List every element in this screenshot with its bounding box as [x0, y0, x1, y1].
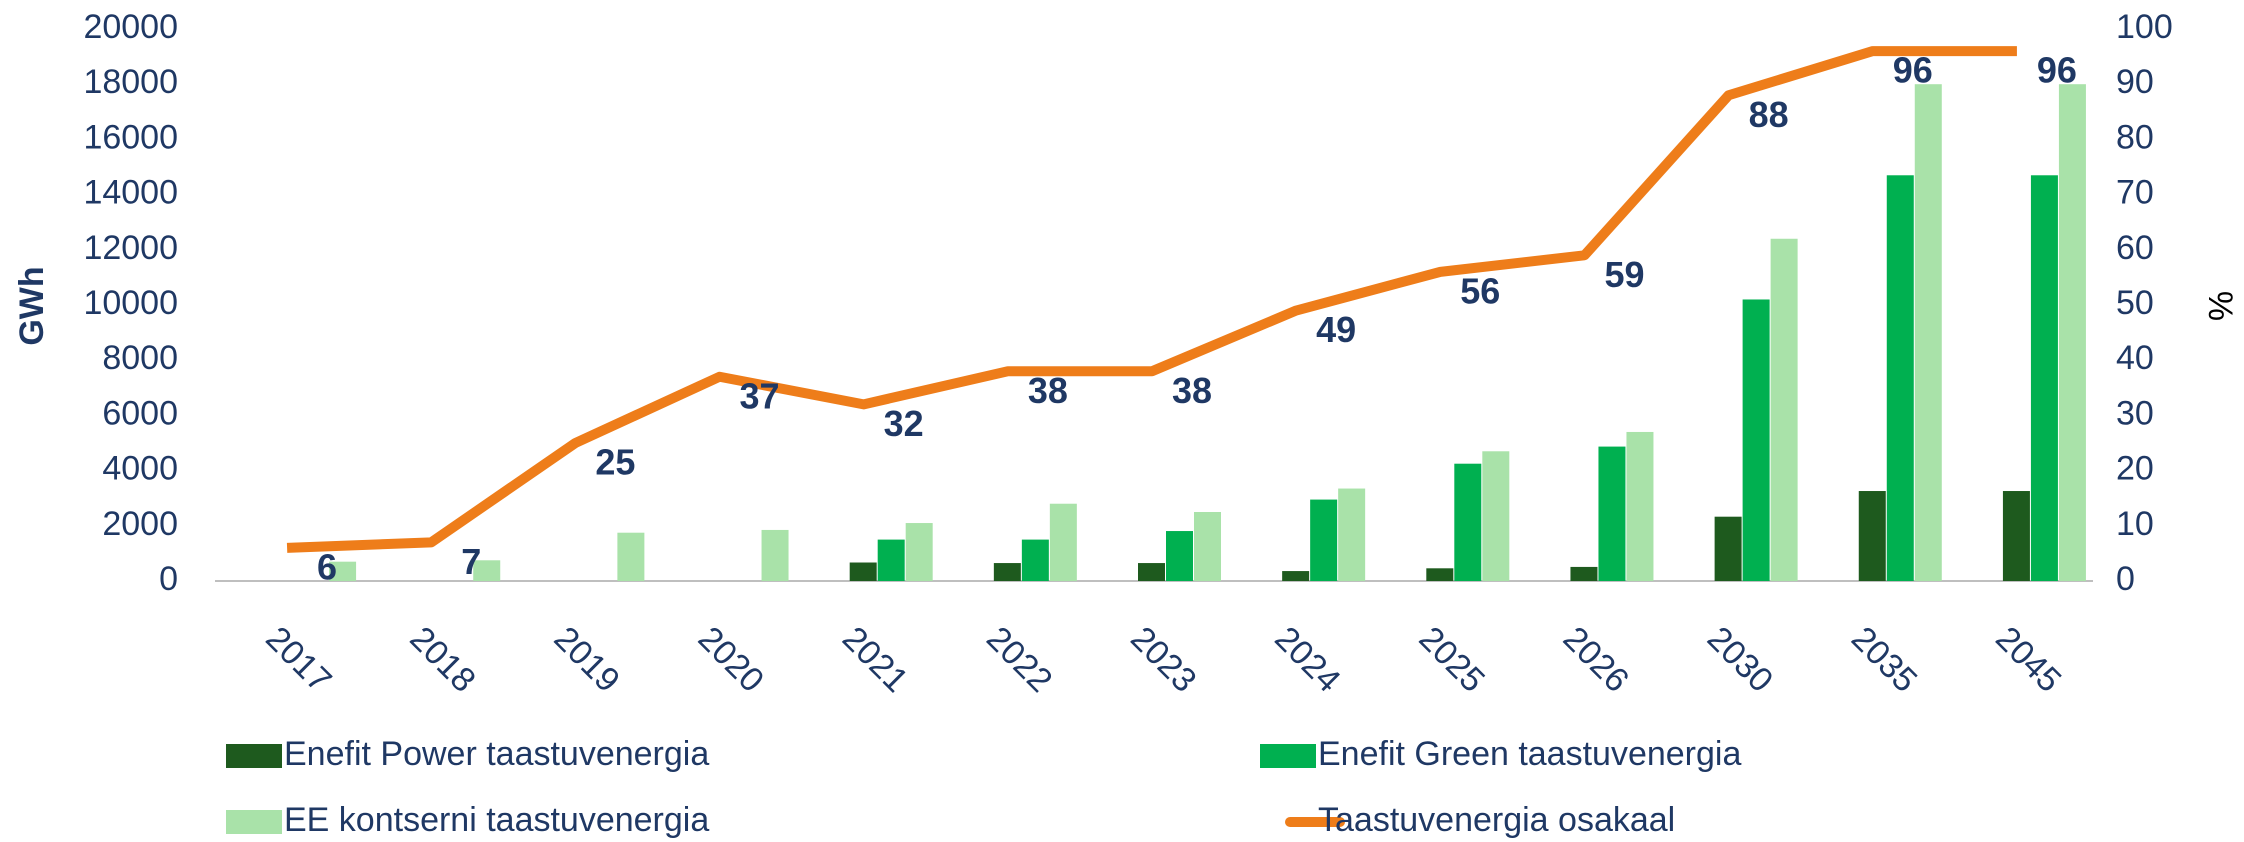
y2-axis-title: %	[2201, 291, 2239, 321]
bar	[1166, 531, 1193, 581]
bar	[1194, 512, 1221, 581]
bar	[1282, 571, 1310, 581]
data-label: 38	[1028, 370, 1068, 411]
line-series	[286, 46, 2017, 553]
data-label: 37	[740, 375, 780, 416]
y-tick-label: 12000	[83, 229, 178, 267]
bar	[1049, 503, 1077, 581]
bar	[1858, 491, 1886, 581]
y-tick-label: 6000	[102, 394, 178, 432]
y2-tick-label: 80	[2116, 118, 2154, 156]
x-tick-label: 2025	[1412, 619, 1492, 699]
bar	[1886, 175, 1914, 581]
legend-label: Taastuvenergia osakaal	[1318, 801, 1675, 839]
x-tick-label: 2024	[1267, 619, 1347, 699]
y2-tick-label: 90	[2116, 63, 2154, 101]
y2-tick-label: 30	[2116, 394, 2154, 432]
legend-label: Enefit Green taastuvenergia	[1318, 735, 1741, 773]
x-tick-label: 2035	[1844, 619, 1924, 699]
bar	[1714, 516, 1742, 581]
bar	[1598, 446, 1626, 581]
y-tick-label: 8000	[102, 339, 178, 377]
bar	[1482, 451, 1510, 581]
y2-tick-label: 60	[2116, 229, 2154, 267]
x-tick-label: 2021	[835, 619, 915, 699]
x-tick-label: 2020	[691, 619, 771, 699]
bar	[905, 523, 933, 581]
data-label: 25	[595, 442, 635, 483]
y2-tick-label: 20	[2116, 450, 2154, 488]
x-tick-label: 2019	[547, 619, 627, 699]
x-tick-label: 2026	[1556, 619, 1636, 699]
x-tick-label: 2022	[979, 619, 1059, 699]
y2-tick-label: 100	[2116, 8, 2173, 46]
bar	[2058, 84, 2086, 581]
bar	[1310, 499, 1338, 581]
bar	[473, 560, 501, 581]
data-label: 59	[1604, 254, 1644, 295]
data-label: 56	[1460, 270, 1500, 311]
data-label: 7	[461, 541, 481, 582]
bar	[1570, 566, 1598, 581]
bar	[849, 562, 877, 581]
bar	[1338, 488, 1366, 581]
y-tick-label: 16000	[83, 118, 178, 156]
bar	[1426, 568, 1454, 581]
bar	[1626, 431, 1654, 581]
data-label: 6	[317, 546, 337, 587]
x-tick-label: 2045	[1988, 619, 2068, 699]
bar	[877, 539, 905, 581]
bar	[2002, 491, 2030, 581]
data-label: 96	[1893, 50, 1933, 91]
legend-label: EE kontserni taastuvenergia	[284, 801, 709, 839]
bar	[1770, 238, 1798, 581]
y-axis-title: GWh	[13, 266, 51, 345]
x-tick-label: 2023	[1123, 619, 1203, 699]
y-tick-label: 2000	[102, 505, 178, 543]
y-tick-label: 14000	[83, 174, 178, 212]
bar	[993, 563, 1021, 581]
y-tick-label: 4000	[102, 450, 178, 488]
data-label: 32	[884, 403, 924, 444]
y-tick-label: 0	[159, 560, 178, 598]
y2-tick-label: 50	[2116, 284, 2154, 322]
bar	[1138, 563, 1165, 581]
y2-tick-label: 10	[2116, 505, 2154, 543]
bar	[1454, 463, 1482, 581]
y2-tick-label: 70	[2116, 174, 2154, 212]
bar	[1742, 299, 1770, 581]
data-label: 88	[1749, 94, 1789, 135]
y2-tick-label: 0	[2116, 560, 2135, 598]
legend-label: Enefit Power taastuvenergia	[284, 735, 709, 773]
bar	[761, 529, 789, 581]
bar	[1021, 539, 1049, 581]
x-tick-label: 2030	[1700, 619, 1780, 699]
data-label: 38	[1172, 370, 1212, 411]
legend-swatch	[226, 810, 282, 834]
x-tick-label: 2017	[258, 619, 338, 699]
bar	[1914, 84, 1942, 581]
data-label: 49	[1316, 309, 1356, 350]
bar	[329, 561, 357, 581]
data-label: 96	[2037, 50, 2077, 91]
bar	[2030, 175, 2058, 581]
y2-tick-label: 40	[2116, 339, 2154, 377]
y-tick-label: 10000	[83, 284, 178, 322]
y-tick-label: 18000	[83, 63, 178, 101]
bar	[617, 532, 645, 581]
legend-swatch	[226, 744, 282, 768]
y-tick-label: 20000	[83, 8, 178, 46]
legend-swatch	[1260, 744, 1316, 768]
x-tick-label: 2018	[402, 619, 482, 699]
